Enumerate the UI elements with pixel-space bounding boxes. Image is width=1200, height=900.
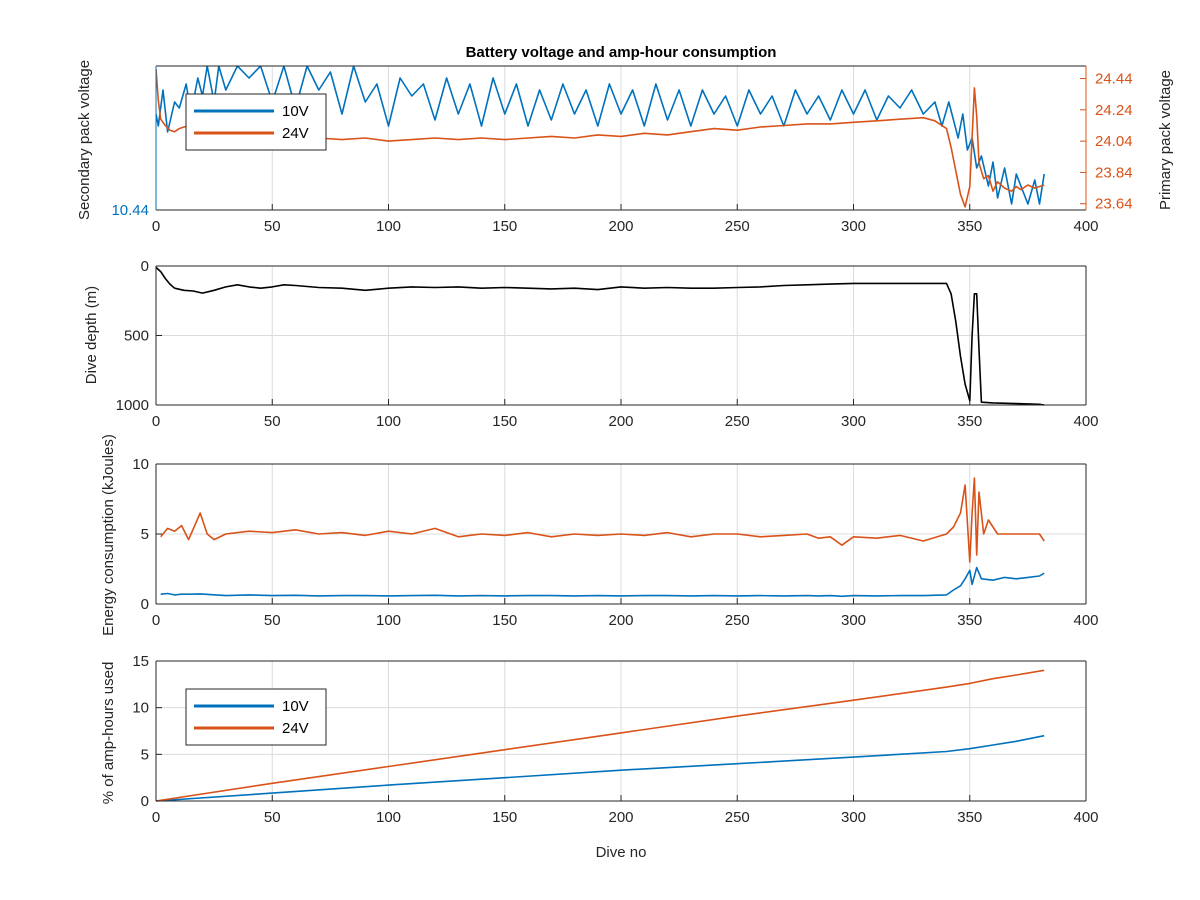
energy-x-tick-label: 400	[1073, 612, 1098, 629]
energy-x-tick-label: 200	[608, 612, 633, 629]
chart-title: Battery voltage and amp-hour consumption	[466, 44, 777, 61]
energy-panel: 0 50 100 150 200 250 300 350 400 0 5 10	[132, 456, 1098, 629]
energy-series	[160, 477, 1045, 598]
depth-line	[155, 266, 1045, 406]
voltage-x-tick-label: 250	[725, 218, 750, 235]
energy-x-tick-label: 150	[492, 612, 517, 629]
voltage-x-tick-label: 100	[376, 218, 401, 235]
energy-y-tick-label: 10	[132, 456, 149, 473]
voltage-x-tick-label: 0	[152, 218, 160, 235]
voltage-legend	[185, 93, 327, 151]
depth-x-tick-label: 350	[957, 413, 982, 430]
depth-panel: 0 50 100 150 200 250 300 350 400 0 500 1000	[116, 258, 1099, 430]
amp-hours-series	[155, 669, 1045, 802]
amp-hours-y-tick-label: 5	[141, 746, 149, 763]
voltage-x-tick-label: 300	[841, 218, 866, 235]
energy-x-tick-label: 100	[376, 612, 401, 629]
voltage-y-tick-label: 24.04	[1095, 133, 1133, 150]
energy-x-tick-label: 250	[725, 612, 750, 629]
amp-hours-x-tick-label: 100	[376, 809, 401, 826]
depth-x-tick-label: 150	[492, 413, 517, 430]
voltage-x-tick-label: 400	[1073, 218, 1098, 235]
voltage-y-tick-label: 24.44	[1095, 71, 1133, 88]
legend-label-24v: 24V	[282, 125, 309, 142]
series-10v-line	[155, 734, 1045, 802]
amp-hours-x-tick-label: 150	[492, 809, 517, 826]
voltage-x-tick-label: 200	[608, 218, 633, 235]
energy-x-tick-label: 350	[957, 612, 982, 629]
energy-axis-label: Energy consumption (kJoules)	[100, 434, 117, 636]
dive-depth-axis-label: Dive depth (m)	[83, 286, 100, 384]
amp-hours-y-tick-label: 0	[141, 793, 149, 810]
voltage-y-tick-label: 23.64	[1095, 196, 1133, 213]
depth-x-tick-label: 300	[841, 413, 866, 430]
energy-x-tick-label: 0	[152, 612, 160, 629]
energy-y-tick-label: 5	[141, 526, 149, 543]
depth-x-tick-label: 100	[376, 413, 401, 430]
voltage-y-tick-label: 10.44	[111, 202, 149, 219]
primary-voltage-axis-label: Primary pack voltage	[1157, 70, 1174, 210]
amp-hours-x-tick-label: 250	[725, 809, 750, 826]
energy-x-tick-label: 300	[841, 612, 866, 629]
series-24v-line	[160, 477, 1045, 563]
depth-y-tick-label: 1000	[116, 397, 149, 414]
depth-x-tick-label: 0	[152, 413, 160, 430]
series-10v-line	[160, 566, 1045, 598]
series-24v-line	[155, 669, 1045, 802]
voltage-x-tick-label: 150	[492, 218, 517, 235]
amp-hours-y-tick-label: 15	[132, 653, 149, 670]
amp-hours-legend	[185, 688, 327, 746]
amp-hours-x-tick-label: 400	[1073, 809, 1098, 826]
depth-x-tick-label: 200	[608, 413, 633, 430]
x-axis-label: Dive no	[596, 844, 647, 861]
amp-hours-axis-label: % of amp-hours used	[100, 662, 117, 805]
amp-hours-y-tick-label: 10	[132, 700, 149, 717]
legend-label-10v: 10V	[282, 103, 309, 120]
depth-series	[155, 266, 1045, 406]
voltage-panel: 0 50 100 150 200 250 300 350 400 10.44 24.44 24.24 2…	[111, 65, 1133, 235]
amp-hours-x-tick-label: 50	[264, 809, 281, 826]
depth-y-tick-label: 500	[124, 328, 149, 345]
depth-y-tick-label: 0	[141, 258, 149, 275]
voltage-y-tick-label: 24.24	[1095, 102, 1133, 119]
amp-hours-panel: 0 50 100 150 200 250 300 350 400 0 5 10 15 10V 24V	[132, 653, 1098, 826]
legend-label-10v: 10V	[282, 698, 309, 715]
amp-hours-x-tick-label: 200	[608, 809, 633, 826]
energy-x-tick-label: 50	[264, 612, 281, 629]
voltage-x-tick-label: 350	[957, 218, 982, 235]
series-10v-line	[156, 66, 1045, 205]
depth-x-tick-label: 250	[725, 413, 750, 430]
depth-x-tick-label: 400	[1073, 413, 1098, 430]
secondary-voltage-axis-label: Secondary pack voltage	[76, 60, 93, 220]
amp-hours-x-tick-label: 300	[841, 809, 866, 826]
amp-hours-x-tick-label: 350	[957, 809, 982, 826]
depth-x-tick-label: 50	[264, 413, 281, 430]
energy-y-tick-label: 0	[141, 596, 149, 613]
voltage-y-tick-label: 23.84	[1095, 164, 1133, 181]
legend-label-24v: 24V	[282, 720, 309, 737]
voltage-x-tick-label: 50	[264, 218, 281, 235]
amp-hours-x-tick-label: 0	[152, 809, 160, 826]
